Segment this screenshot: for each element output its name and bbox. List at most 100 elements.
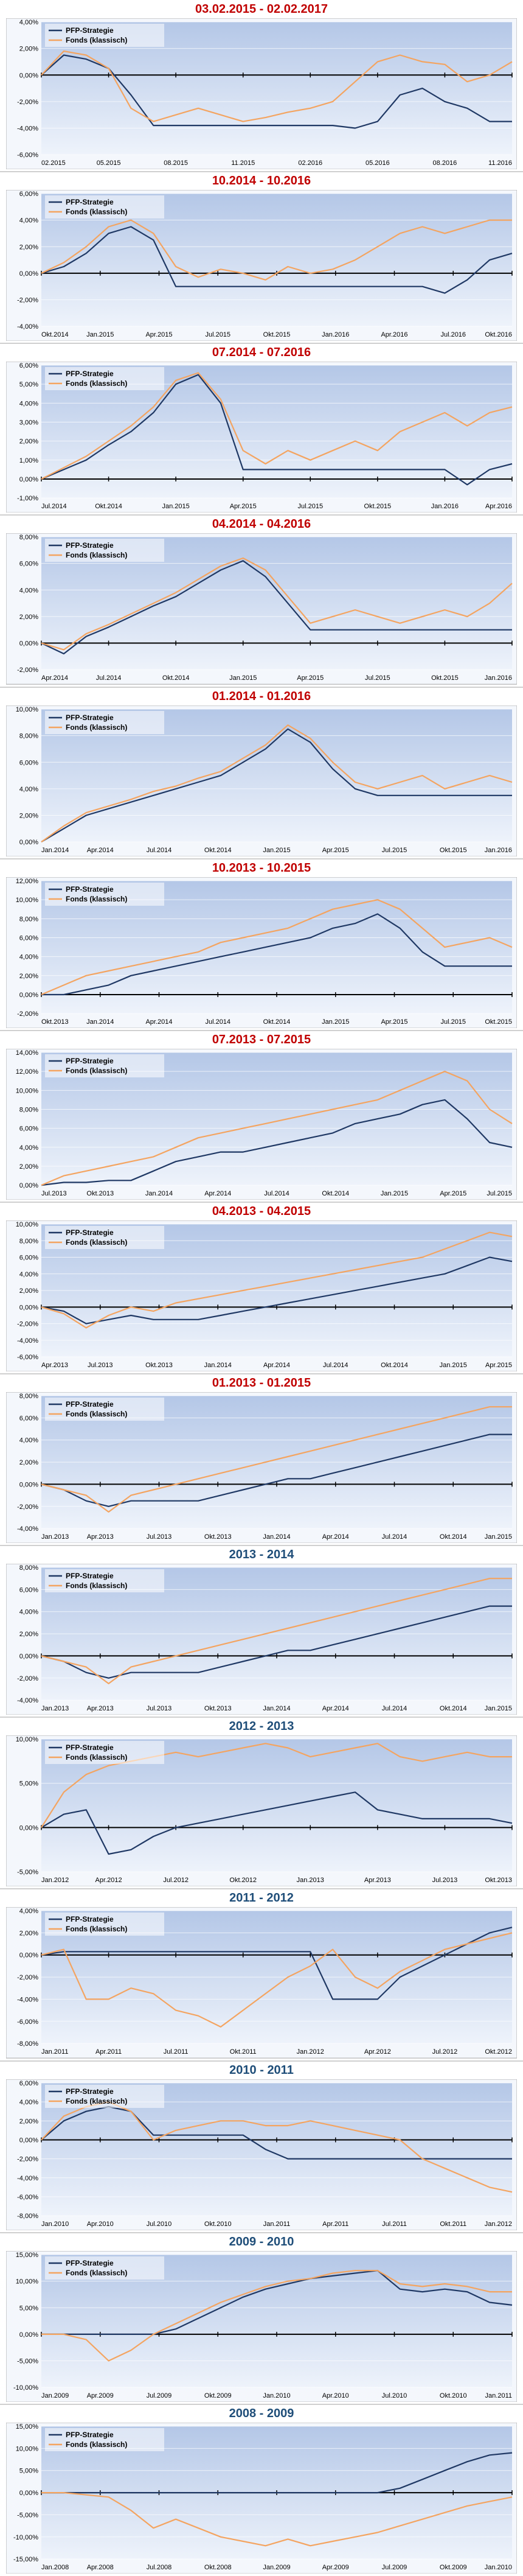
legend-label: PFP-Strategie bbox=[66, 1572, 114, 1580]
y-tick-label: -4,00% bbox=[17, 1697, 38, 1704]
y-tick-label: 8,00% bbox=[19, 1237, 38, 1245]
x-tick-label: Jan.2015 bbox=[86, 331, 114, 338]
y-tick-label: 10,00% bbox=[16, 2445, 39, 2452]
x-tick-label: Apr.2016 bbox=[485, 503, 512, 510]
y-tick-label: 10,00% bbox=[16, 897, 39, 904]
x-tick-label: Okt.2011 bbox=[230, 2049, 257, 2056]
line-chart: 0,00% 2,00% 4,00% 6,00% 8,00% 10,00% 12,00% 14,… bbox=[6, 1048, 517, 1200]
x-tick-label: Apr.2012 bbox=[364, 2049, 391, 2056]
legend-label: PFP-Strategie bbox=[66, 1228, 114, 1237]
x-tick-label: Jul.2015 bbox=[487, 1190, 512, 1197]
x-tick-label: Jan.2011 bbox=[263, 2221, 290, 2228]
y-tick-label: 0,00% bbox=[19, 1304, 38, 1311]
x-tick-label: Apr.2013 bbox=[364, 1877, 391, 1884]
y-tick-label: 6,00% bbox=[19, 1254, 38, 1261]
y-tick-label: 10,00% bbox=[16, 2278, 39, 2285]
x-tick-label: Apr.2014 bbox=[145, 1018, 172, 1026]
x-tick-label: Apr.2010 bbox=[87, 2221, 114, 2228]
x-tick-label: Jan.2015 bbox=[322, 1018, 349, 1026]
chart-title: 2011 - 2012 bbox=[229, 1891, 294, 1905]
line-chart: -8,00% -6,00% -4,00% -2,00% 0,00% 2,00% 4,00% J… bbox=[6, 1907, 517, 2059]
x-tick-label: Okt.2010 bbox=[440, 2392, 467, 2399]
y-tick-label: 2,00% bbox=[19, 1287, 38, 1295]
y-tick-label: -2,00% bbox=[17, 2155, 38, 2163]
y-tick-label: 8,00% bbox=[19, 915, 38, 923]
y-tick-label: 2,00% bbox=[19, 614, 38, 621]
x-tick-label: Jan.2016 bbox=[431, 503, 459, 510]
y-tick-label: 6,00% bbox=[19, 191, 38, 198]
x-tick-label: Apr.2008 bbox=[87, 2564, 114, 2571]
chart-title: 10.2014 - 10.2016 bbox=[212, 174, 311, 188]
x-tick-label: Apr.2014 bbox=[263, 1362, 290, 1369]
x-tick-label: Jul.2014 bbox=[382, 1533, 407, 1541]
chart-panel: 2013 - 2014 -4,00% -2,00% 0,00% 2,00% 4,00% 6,… bbox=[6, 1548, 517, 1716]
line-chart: -2,00% 0,00% 2,00% 4,00% 6,00% 8,00% 10,00% 12,… bbox=[6, 877, 517, 1028]
x-tick-label: Jan.2015 bbox=[485, 1705, 512, 1712]
x-tick-label: Jan.2015 bbox=[381, 1190, 408, 1197]
series-line bbox=[41, 1578, 512, 1685]
legend-label: Fonds (klassisch) bbox=[66, 895, 127, 903]
y-tick-label: 12,00% bbox=[16, 878, 39, 885]
y-tick-label: -4,00% bbox=[17, 1997, 38, 2004]
y-tick-label: 2,00% bbox=[19, 243, 38, 251]
y-tick-label: 2,00% bbox=[19, 1631, 38, 1638]
x-tick-label: 08.2015 bbox=[164, 159, 188, 167]
panel-separator bbox=[0, 1888, 523, 1890]
series-line bbox=[41, 372, 513, 480]
y-tick-label: 0,00% bbox=[19, 640, 38, 648]
x-tick-label: Jan.2010 bbox=[263, 2392, 290, 2399]
x-tick-label: Okt.2013 bbox=[485, 1877, 512, 1884]
x-tick-label: Jan.2015 bbox=[485, 1533, 512, 1541]
x-tick-label: Apr.2011 bbox=[95, 2049, 122, 2056]
legend-label: PFP-Strategie bbox=[66, 26, 114, 35]
y-tick-label: 14,00% bbox=[16, 1049, 39, 1057]
y-tick-label: 3,00% bbox=[19, 419, 38, 427]
x-tick-label: Jul.2014 bbox=[96, 675, 122, 682]
y-tick-label: -2,00% bbox=[17, 1321, 38, 1328]
series-line bbox=[41, 1099, 513, 1186]
x-tick-label: Apr.2013 bbox=[41, 1362, 68, 1369]
line-chart: -8,00% -6,00% -4,00% -2,00% 0,00% 2,00% 4,00% 6… bbox=[6, 2079, 517, 2230]
y-tick-label: 5,00% bbox=[19, 2305, 38, 2312]
series-line bbox=[41, 2105, 512, 2160]
x-tick-label: Jul.2012 bbox=[163, 1877, 189, 1884]
series-line bbox=[41, 560, 512, 655]
x-tick-label: Jul.2014 bbox=[264, 1190, 289, 1197]
x-tick-label: Apr.2015 bbox=[381, 1018, 407, 1026]
x-tick-label: Jul.2014 bbox=[41, 503, 67, 510]
series-line bbox=[41, 898, 513, 995]
y-tick-label: 10,00% bbox=[16, 706, 39, 713]
x-tick-label: Jan.2011 bbox=[41, 2049, 68, 2056]
x-tick-label: Okt.2014 bbox=[322, 1190, 349, 1197]
y-tick-label: 5,00% bbox=[19, 2468, 38, 2475]
line-chart: -10,00% -5,00% 0,00% 5,00% 10,00% 15,00% Jan.2… bbox=[6, 2250, 517, 2402]
x-tick-label: Apr.2015 bbox=[485, 1362, 512, 1369]
x-tick-label: Jan.2013 bbox=[41, 1705, 69, 1712]
y-tick-label: 0,00% bbox=[19, 1182, 38, 1189]
y-tick-label: 6,00% bbox=[19, 561, 38, 568]
y-tick-label: -6,00% bbox=[17, 2018, 38, 2026]
legend-label: Fonds (klassisch) bbox=[66, 379, 127, 388]
legend-label: Fonds (klassisch) bbox=[66, 36, 127, 44]
x-tick-label: Jan.2011 bbox=[485, 2392, 512, 2399]
x-tick-label: Jul.2014 bbox=[205, 1018, 230, 1026]
x-tick-label: Okt.2014 bbox=[381, 1362, 408, 1369]
y-tick-label: 2,00% bbox=[19, 1459, 38, 1466]
x-tick-label: Okt.2014 bbox=[95, 503, 122, 510]
x-tick-label: Okt.2010 bbox=[204, 2221, 232, 2228]
y-tick-label: 4,00% bbox=[19, 1908, 38, 1915]
line-chart: -6,00% -4,00% -2,00% 0,00% 2,00% 4,00% 02.2015… bbox=[6, 18, 517, 170]
legend-label: Fonds (klassisch) bbox=[66, 723, 127, 732]
legend-label: Fonds (klassisch) bbox=[66, 1410, 127, 1418]
y-tick-label: -6,00% bbox=[17, 1354, 38, 1361]
chart-title: 2012 - 2013 bbox=[229, 1720, 294, 1734]
chart-panel: 01.2014 - 01.2016 0,00% 2,00% 4,00% 6,00% 8,0… bbox=[6, 690, 517, 858]
x-tick-label: Jan.2013 bbox=[41, 1533, 69, 1541]
x-tick-label: Okt.2015 bbox=[263, 331, 291, 338]
x-tick-label: Apr.2015 bbox=[145, 331, 172, 338]
y-tick-label: 2,00% bbox=[19, 1930, 38, 1937]
panel-separator bbox=[0, 1717, 523, 1718]
